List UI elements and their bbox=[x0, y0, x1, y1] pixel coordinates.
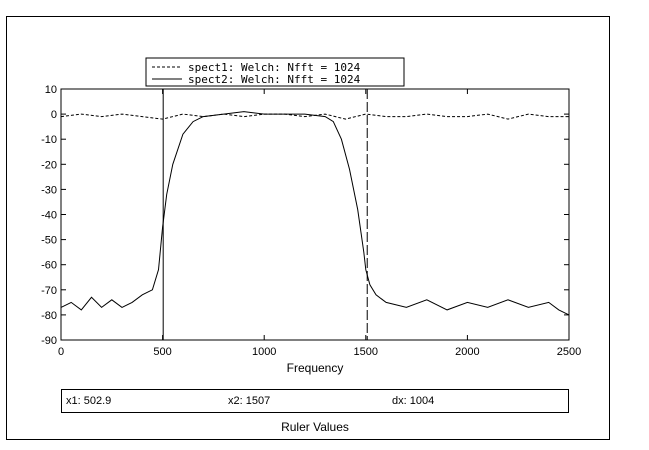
y-tick-label: -70 bbox=[41, 285, 57, 297]
legend-box bbox=[145, 57, 405, 87]
x-tick-label: 1500 bbox=[354, 346, 378, 358]
x-tick-label: 2000 bbox=[455, 346, 479, 358]
y-tick-label: -30 bbox=[41, 184, 57, 196]
ruler-x2-value: x2: 1507 bbox=[228, 395, 271, 407]
y-tick-label: -80 bbox=[41, 310, 57, 322]
y-tick-label: -10 bbox=[41, 134, 57, 146]
y-tick-label: -50 bbox=[41, 235, 57, 247]
series-line-2 bbox=[60, 111, 570, 316]
y-tick-label: 0 bbox=[51, 109, 57, 121]
ruler-values-title: Ruler Values bbox=[281, 420, 349, 434]
ruler-x1-value: x1: 502.9 bbox=[66, 395, 112, 407]
legend-entry: spect2: Welch: Nfft = 1024 bbox=[188, 73, 361, 86]
y-tick-label: -20 bbox=[41, 159, 57, 171]
ruler-values-box: x1: 502.9 x2: 1507 dx: 1004 bbox=[61, 389, 569, 413]
ruler-layer bbox=[162, 89, 368, 340]
x-tick-label: 0 bbox=[58, 346, 64, 358]
y-tick-label: 10 bbox=[45, 84, 57, 96]
series-layer bbox=[60, 111, 570, 316]
y-tick-label: -60 bbox=[41, 260, 57, 272]
axes-box bbox=[60, 88, 570, 341]
x-axis-label: Frequency bbox=[287, 361, 344, 375]
y-tick-label: -90 bbox=[41, 335, 57, 347]
x-tick-label: 1000 bbox=[252, 346, 276, 358]
legend-entry: spect1: Welch: Nfft = 1024 bbox=[188, 61, 361, 74]
axis-ticks: 100-10-20-30-40-50-60-70-80-900 500 1000 15… bbox=[41, 84, 581, 358]
x-tick-label: 2500 bbox=[557, 346, 581, 358]
y-tick-label: -40 bbox=[41, 210, 57, 222]
ruler-dx-value: dx: 1004 bbox=[392, 395, 435, 407]
x-tick-label: 500 bbox=[153, 346, 171, 358]
